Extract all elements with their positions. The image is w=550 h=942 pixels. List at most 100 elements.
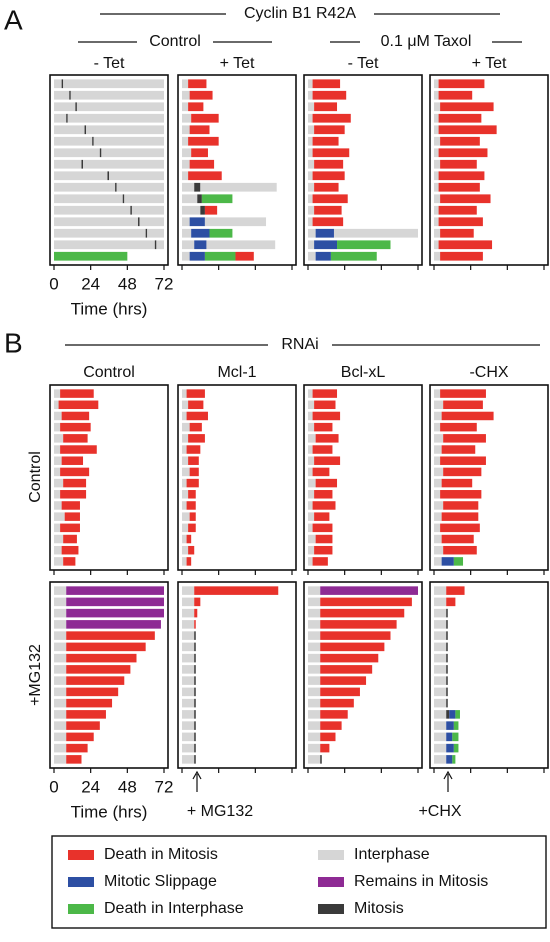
cell-segment — [182, 467, 190, 477]
cell-segment — [61, 456, 84, 465]
plot-frame — [429, 74, 549, 266]
plot-frame — [49, 384, 169, 571]
cell-segment — [446, 642, 448, 652]
cell-segment — [83, 159, 164, 169]
cell-segment — [440, 251, 483, 261]
cell-segment — [54, 608, 67, 618]
cell-segment — [446, 710, 450, 719]
cell-segment — [312, 136, 339, 146]
cell-segment — [441, 534, 474, 544]
arrow-head — [192, 770, 202, 780]
cell-segment — [312, 90, 347, 100]
cell-segment — [189, 159, 215, 169]
cell-segment — [438, 240, 493, 250]
cell-segment — [438, 148, 488, 158]
cell-segment — [63, 557, 76, 566]
cell-segment — [54, 710, 67, 719]
cell-segment — [54, 251, 128, 261]
cell-segment — [182, 710, 195, 719]
cell-segment — [235, 251, 254, 261]
column-label: + Tet — [220, 55, 255, 72]
cell-segment — [182, 721, 195, 730]
cell-segment — [434, 205, 439, 215]
cell-segment — [204, 205, 218, 215]
cell-segment — [182, 79, 189, 89]
column-label: - Tet — [94, 55, 125, 72]
cell-segment — [60, 422, 91, 432]
cell-segment — [206, 240, 276, 250]
x-tick-label: 0 — [49, 777, 58, 796]
cell-segment — [60, 445, 97, 454]
cell-segment — [308, 478, 316, 488]
cell-segment — [54, 620, 67, 629]
cell-segment — [320, 698, 354, 708]
cell-segment — [308, 194, 313, 204]
cell-segment — [434, 90, 439, 100]
cell-segment — [434, 721, 447, 730]
cell-segment — [308, 113, 313, 123]
cell-segment — [191, 228, 210, 238]
cell-segment — [186, 411, 208, 421]
cell-segment — [308, 422, 315, 432]
plot-frame — [303, 74, 423, 266]
cell-segment — [145, 228, 148, 238]
cell-segment — [182, 698, 195, 708]
cell-segment — [434, 743, 447, 753]
cell-segment — [182, 512, 190, 521]
cell-segment — [188, 102, 204, 112]
cell-segment — [182, 125, 190, 135]
cell-segment — [333, 228, 418, 238]
cell-segment — [440, 456, 486, 465]
cell-segment — [182, 653, 195, 663]
cell-segment — [54, 389, 61, 398]
cell-segment — [434, 608, 447, 618]
cell-segment — [308, 608, 321, 618]
cell-segment — [308, 631, 321, 640]
cell-segment — [434, 422, 441, 432]
column-label: -CHX — [469, 364, 508, 381]
cell-segment — [182, 687, 195, 697]
cell-segment — [308, 205, 315, 215]
panel-letter: A — [4, 4, 23, 35]
cell-segment — [66, 721, 100, 730]
cell-segment — [434, 490, 441, 499]
cell-segment — [308, 676, 321, 685]
cell-segment — [131, 205, 164, 215]
cell-segment — [186, 389, 205, 398]
legend-swatch — [318, 904, 344, 914]
cell-segment — [434, 125, 439, 135]
cell-segment — [194, 182, 201, 192]
cell-segment — [446, 755, 453, 764]
cell-segment — [312, 79, 341, 89]
cell-segment — [54, 586, 67, 595]
cell-segment — [182, 676, 195, 685]
cell-segment — [99, 148, 102, 158]
cell-segment — [188, 523, 196, 533]
cell-segment — [63, 79, 164, 89]
cell-segment — [182, 534, 187, 544]
cell-segment — [194, 586, 279, 595]
cell-segment — [194, 631, 196, 640]
cell-segment — [130, 205, 132, 215]
x-tick-label: 24 — [81, 777, 100, 796]
cell-segment — [66, 676, 125, 685]
cell-segment — [434, 631, 447, 640]
cell-segment — [54, 743, 67, 753]
cell-segment — [54, 523, 61, 533]
cell-segment — [312, 411, 341, 421]
cell-segment — [93, 136, 164, 146]
cell-segment — [434, 159, 441, 169]
cell-segment — [308, 79, 313, 89]
cell-segment — [320, 597, 412, 607]
x-axis-label: Time (hrs) — [71, 299, 148, 318]
cell-segment — [60, 389, 94, 398]
plot-frame — [429, 581, 549, 769]
cell-segment — [314, 159, 344, 169]
legend-label: Mitotic Slippage — [104, 873, 217, 890]
cell-segment — [446, 586, 465, 595]
cell-segment — [182, 228, 192, 238]
cell-segment — [308, 698, 321, 708]
cell-segment — [308, 710, 321, 719]
cell-segment — [182, 411, 187, 421]
cell-segment — [86, 125, 164, 135]
